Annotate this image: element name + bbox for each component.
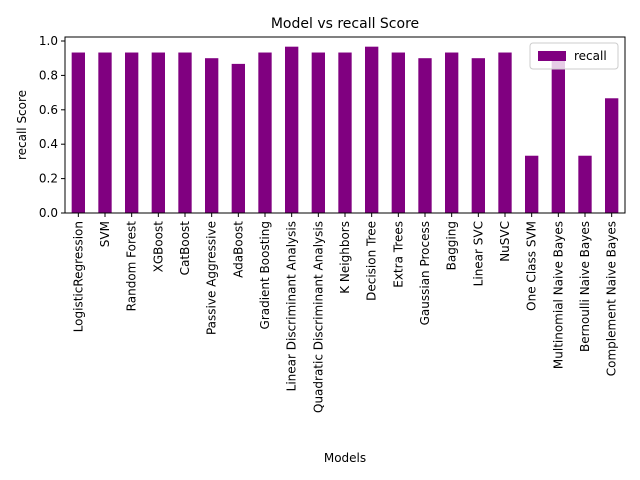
x-tick-label: NuSVC [498, 221, 512, 262]
x-tick-label: LogisticRegression [71, 221, 85, 332]
bar [525, 155, 539, 213]
x-tick-label: Passive Aggressive [205, 221, 219, 335]
x-tick-label: Quadratic Discriminant Analysis [311, 221, 325, 413]
bar [178, 52, 192, 213]
bar [605, 98, 619, 213]
x-tick-label: Bernoulli Naive Bayes [578, 221, 592, 352]
legend-box [529, 42, 619, 70]
plot-area: 0.0 0.2 0.4 0.6 0.8 1.0 LogisticRegression SVM R… [39, 34, 626, 413]
y-tick-label: 0.6 [39, 103, 58, 117]
x-tick-label: Extra Trees [391, 221, 405, 288]
bar [205, 58, 219, 214]
x-tick-label: Complement Naive Bayes [605, 221, 619, 376]
bar [258, 52, 272, 213]
x-tick-label: Decision Tree [365, 221, 379, 301]
x-tick-label: AdaBoost [231, 221, 245, 278]
legend-swatch [538, 51, 566, 61]
bar [551, 52, 565, 213]
bar [498, 52, 512, 213]
x-tick-label: Bagging [445, 221, 459, 270]
y-tick-label: 0.8 [39, 68, 58, 82]
x-tick-label: Linear SVC [471, 221, 485, 286]
bar [311, 52, 325, 213]
y-tick-label: 0.2 [39, 172, 58, 186]
x-axis-label: Models [324, 451, 366, 465]
y-tick-label: 1.0 [39, 34, 58, 48]
y-tick-label: 0.0 [39, 206, 58, 220]
x-tick-label: SVM [98, 221, 112, 247]
x-tick-label: XGBoost [151, 221, 165, 273]
x-tick-label: Linear Discriminant Analysis [285, 221, 299, 391]
x-tick-label: One Class SVM [525, 221, 539, 311]
x-tick-label: Multinomial Naive Bayes [551, 221, 565, 369]
plot-frame [64, 36, 626, 214]
legend: recall [529, 42, 619, 70]
bar [338, 52, 352, 213]
bar [285, 46, 299, 214]
x-tick-label: K Neighbors [338, 221, 352, 294]
bar [71, 52, 85, 213]
x-tick-label: CatBoost [178, 221, 192, 276]
bar [151, 52, 165, 213]
bar [471, 58, 485, 214]
y-tick-label: 0.4 [39, 137, 58, 151]
y-axis-label: recall Score [15, 90, 29, 160]
bar [578, 155, 592, 213]
bar [125, 52, 139, 213]
x-tick-label: Random Forest [125, 221, 139, 312]
bar [418, 58, 432, 214]
x-tick-label: Gradient Boosting [258, 221, 272, 329]
legend-label: recall [574, 49, 607, 63]
bar [98, 52, 112, 213]
x-tick-label: Gaussian Process [418, 221, 432, 325]
bar [391, 52, 405, 213]
bar [231, 63, 245, 213]
bar [365, 46, 379, 214]
chart-title: Model vs recall Score [271, 16, 419, 32]
bar [445, 52, 459, 213]
